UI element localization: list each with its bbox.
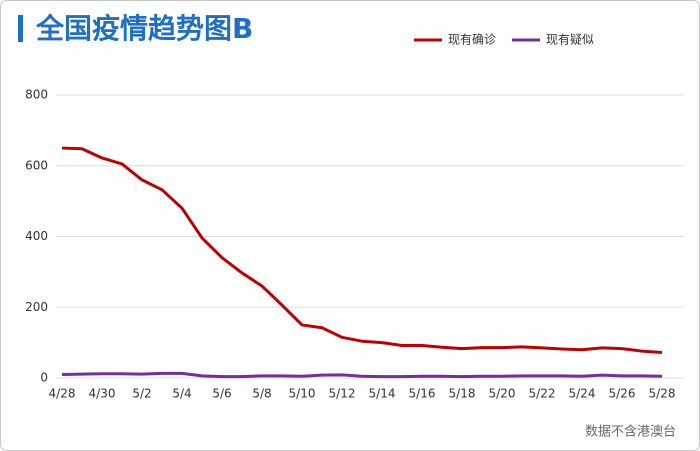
x-tick-label: 5/10 — [289, 387, 316, 401]
x-tick-label: 5/18 — [449, 387, 476, 401]
line-series — [61, 371, 663, 379]
note: 数据不含港澳台 — [585, 424, 676, 440]
line-series — [61, 146, 663, 355]
x-tick-label: 5/26 — [609, 387, 636, 401]
x-tick-label: 4/30 — [89, 387, 116, 401]
title-bar — [18, 15, 23, 42]
y-tick-label: 0 — [40, 371, 48, 385]
x-tick-label: 5/14 — [369, 387, 396, 401]
x-tick-label: 5/20 — [489, 387, 516, 401]
chart-title: 全国疫情趋势图B — [35, 12, 253, 45]
x-tick-label: 5/16 — [409, 387, 436, 401]
x-tick-label: 5/6 — [212, 387, 231, 401]
y-tick-label: 200 — [25, 300, 48, 314]
y-tick-label: 800 — [25, 88, 48, 102]
y-tick-label: 400 — [25, 229, 48, 243]
x-tick-label: 5/8 — [252, 387, 271, 401]
x-tick-label: 5/22 — [529, 387, 556, 401]
x-tick-label: 5/12 — [329, 387, 356, 401]
y-tick-label: 600 — [25, 158, 48, 172]
x-tick-label: 5/24 — [569, 387, 596, 401]
x-tick-label: 5/4 — [172, 387, 191, 401]
x-tick-label: 5/2 — [132, 387, 151, 401]
legend-label: 现有确诊 — [448, 33, 496, 47]
legend-label: 现有疑似 — [546, 32, 594, 47]
x-tick-label: 4/28 — [49, 387, 76, 401]
x-tick-label: 5/28 — [649, 387, 676, 401]
